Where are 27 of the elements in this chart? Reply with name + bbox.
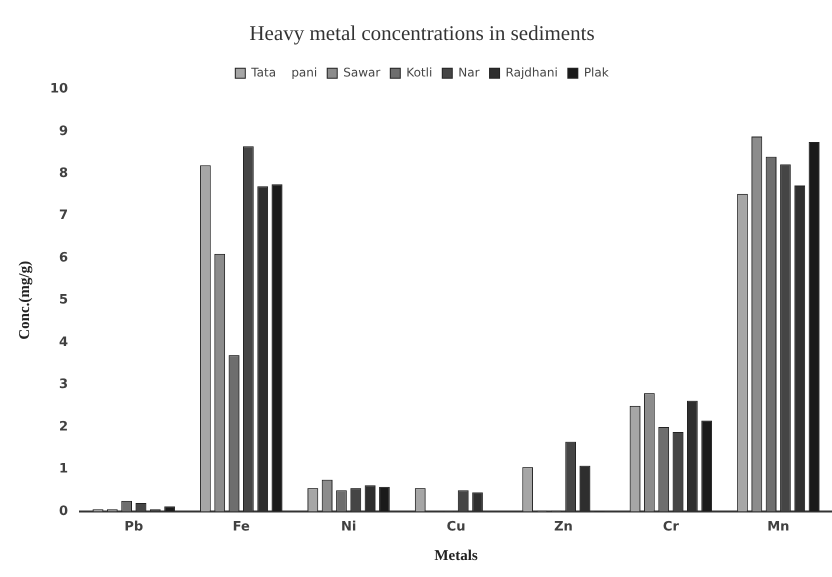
x-tick-label: Cu: [446, 520, 466, 535]
legend-label: Rajdhani: [506, 65, 558, 80]
y-tick-label: 6: [59, 250, 68, 266]
legend-label: Nar: [458, 65, 480, 80]
y-tick-label: 3: [59, 377, 68, 392]
y-tick-label: 7: [59, 208, 68, 224]
y-tick-label: 2: [59, 419, 68, 434]
y-tick-label: 10: [50, 82, 68, 97]
legend-label: Tata pani: [250, 65, 318, 80]
legend-label: Kotli: [406, 65, 432, 80]
x-tick-label: Fe: [232, 520, 250, 535]
legend-label: Plak: [584, 65, 609, 80]
y-tick-label: 5: [59, 292, 68, 308]
y-tick-label: 4: [59, 334, 68, 350]
x-axis-title: Metals: [434, 548, 478, 564]
x-tick-label: Pb: [124, 520, 144, 535]
y-tick-label: 8: [59, 166, 68, 182]
y-axis-title: Conc.(mg/g): [16, 260, 33, 340]
chart-title: Heavy metal concentrations in sediments: [249, 21, 595, 46]
x-tick-label: Cr: [662, 520, 680, 535]
legend-label: Sawar: [343, 65, 380, 80]
y-tick-label: 0: [59, 504, 68, 519]
x-tick-label: Mn: [767, 520, 790, 535]
y-tick-label: 9: [59, 124, 68, 139]
y-tick-label: 1: [59, 462, 68, 477]
x-tick-label: Zn: [554, 520, 573, 535]
x-tick-label: Ni: [340, 520, 356, 535]
